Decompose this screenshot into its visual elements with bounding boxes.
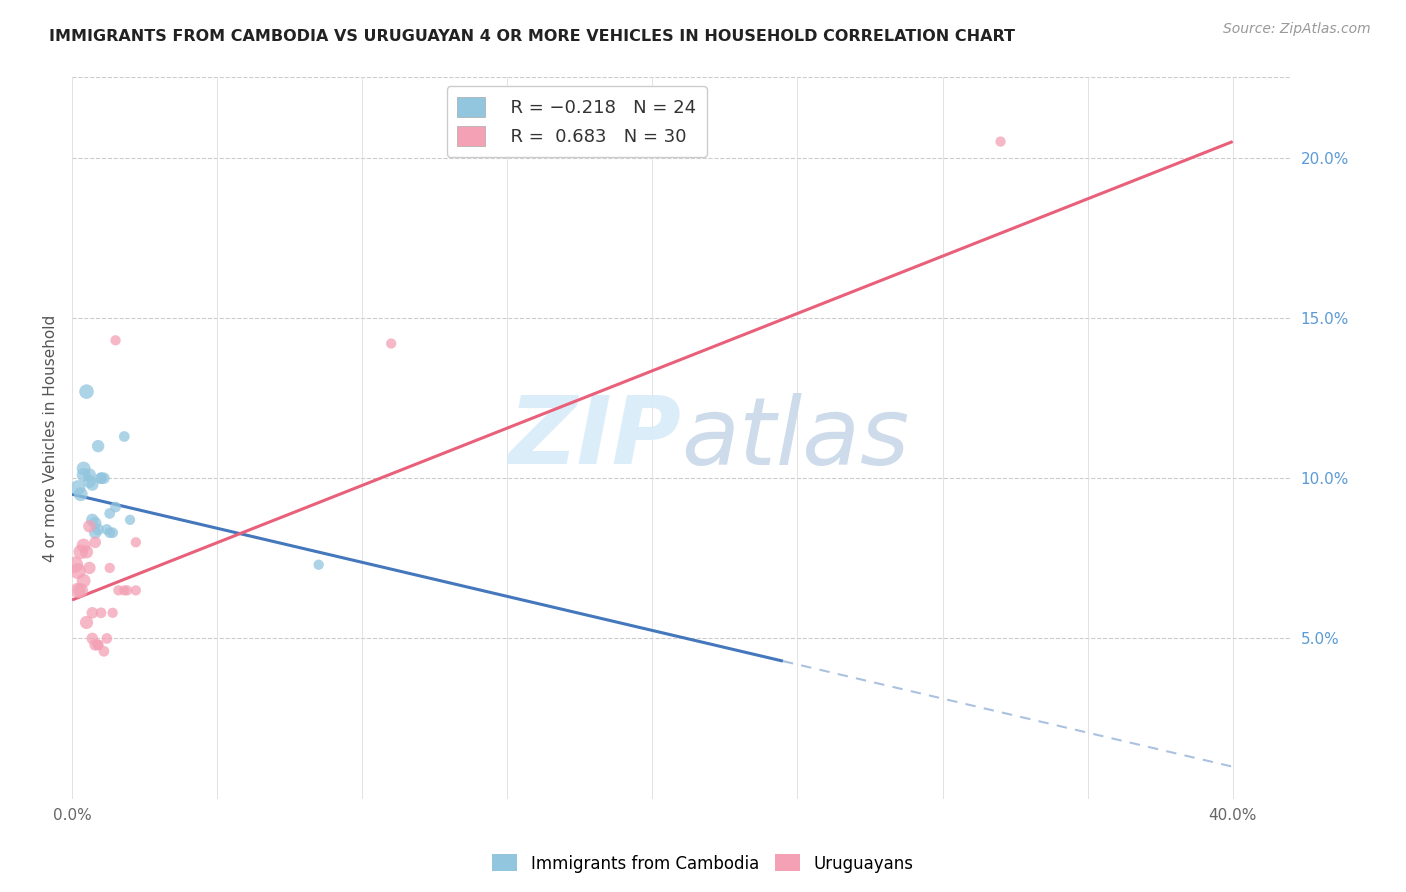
Point [112,429,135,443]
Point [82,513,104,527]
Point [87,638,110,652]
Text: ZIP: ZIP [509,392,682,484]
Point [90,471,112,485]
Text: Source: ZipAtlas.com: Source: ZipAtlas.com [1223,22,1371,37]
Y-axis label: 4 or more Vehicles in Household: 4 or more Vehicles in Household [44,315,58,562]
Point [96,632,118,646]
Point [79,561,101,575]
Legend:   R = −0.218   N = 24,   R =  0.683   N = 30: R = −0.218 N = 24, R = 0.683 N = 30 [447,87,707,157]
Point [84,638,107,652]
Point [104,500,127,514]
Point [101,606,124,620]
Point [101,525,124,540]
Point [125,535,148,549]
Point [115,583,138,598]
Point [990,135,1012,149]
Point [87,638,110,652]
Point [82,632,104,646]
Point [84,516,107,530]
Point [69,487,91,501]
Point [87,439,110,453]
Point [380,336,402,351]
Text: IMMIGRANTS FROM CAMBODIA VS URUGUAYAN 4 OR MORE VEHICLES IN HOUSEHOLD CORRELATIO: IMMIGRANTS FROM CAMBODIA VS URUGUAYAN 4 … [49,29,1015,44]
Point [98,525,121,540]
Point [84,535,107,549]
Legend: Immigrants from Cambodia, Uruguayans: Immigrants from Cambodia, Uruguayans [485,847,921,880]
Point [308,558,330,572]
Point [125,583,148,598]
Point [76,615,98,630]
Point [66,583,89,598]
Point [76,545,98,559]
Point [79,467,101,482]
Point [66,481,89,495]
Point [93,644,115,658]
Point [107,583,129,598]
Point [96,523,118,537]
Point [104,334,127,348]
Point [72,574,94,588]
Point [112,583,135,598]
Point [84,525,107,540]
Point [72,539,94,553]
Point [82,606,104,620]
Text: atlas: atlas [682,392,910,483]
Point [90,606,112,620]
Point [76,384,98,399]
Point [93,471,115,485]
Point [90,471,112,485]
Point [69,545,91,559]
Point [98,561,121,575]
Point [79,475,101,489]
Point [69,583,91,598]
Point [66,564,89,578]
Point [79,519,101,533]
Point [63,558,86,572]
Point [87,523,110,537]
Point [72,461,94,475]
Point [118,513,141,527]
Point [72,467,94,482]
Point [82,477,104,491]
Point [98,507,121,521]
